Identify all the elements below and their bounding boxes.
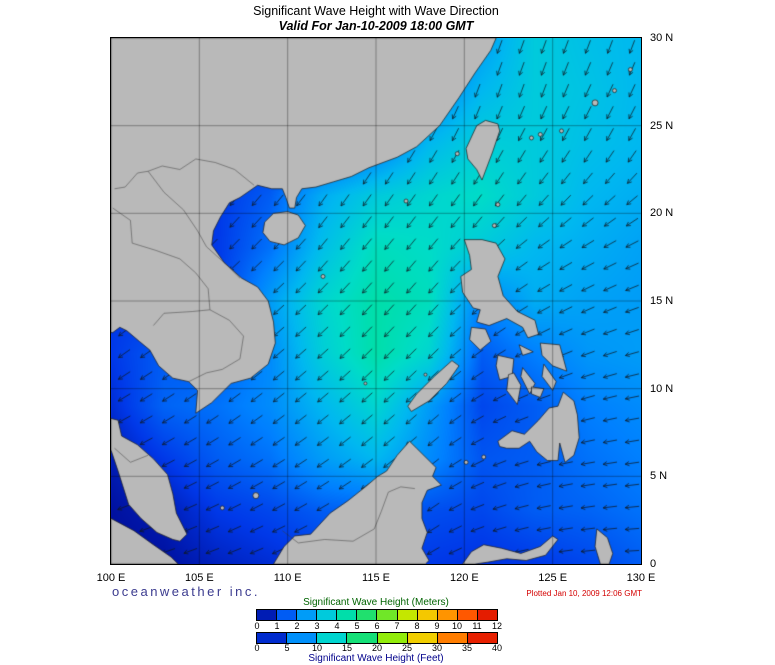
colorbar-segment [257, 610, 278, 620]
feet-tick-label: 30 [431, 643, 443, 653]
feet-tick-label: 35 [461, 643, 473, 653]
lon-tick-label: 100 E [96, 572, 126, 584]
lon-tick-label: 115 E [362, 572, 390, 584]
colorbar-segment [337, 610, 358, 620]
colorbar-segment [407, 633, 438, 643]
feet-colorbar-title: Significant Wave Height (Feet) [308, 653, 444, 664]
feet-tick-label: 10 [311, 643, 323, 653]
meters-tick-label: 11 [472, 621, 482, 631]
meters-tick-label: 2 [294, 621, 300, 631]
oceanweather-brand: oceanweather inc. [112, 584, 261, 599]
meters-tick-label: 12 [491, 621, 503, 631]
colorbar-segment [377, 610, 398, 620]
colorbar-segment [457, 610, 478, 620]
page-title: Significant Wave Height with Wave Direct… [253, 4, 499, 18]
colorbar-segment [397, 610, 418, 620]
meters-tick-label: 5 [354, 621, 360, 631]
colorbar-segment [277, 610, 298, 620]
meters-tick-label: 8 [414, 621, 420, 631]
lon-tick-label: 130 E [626, 572, 656, 584]
colorbar-segment [257, 633, 288, 643]
meters-tick-label: 0 [254, 621, 260, 631]
meters-colorbar-title: Significant Wave Height (Meters) [303, 597, 449, 608]
wave-map-canvas [110, 37, 642, 565]
lon-tick-label: 105 E [184, 572, 214, 584]
colorbar-segment [477, 610, 497, 620]
lat-tick-label: 25 N [650, 119, 674, 132]
feet-colorbar [256, 632, 498, 644]
colorbar-segment [437, 610, 458, 620]
lon-tick-label: 120 E [449, 572, 479, 584]
lon-tick-label: 125 E [538, 572, 568, 584]
feet-tick-label: 25 [401, 643, 413, 653]
meters-tick-label: 1 [274, 621, 280, 631]
colorbar-segment [467, 633, 497, 643]
meters-tick-label: 3 [314, 621, 320, 631]
lat-tick-label: 15 N [650, 295, 674, 307]
colorbar-segment [437, 633, 468, 643]
colorbar-segment [317, 610, 338, 620]
meters-tick-label: 4 [334, 621, 340, 631]
colorbar-segment [347, 633, 378, 643]
lat-tick-label: 5 N [650, 470, 668, 483]
feet-tick-label: 15 [341, 643, 353, 653]
meters-tick-label: 6 [374, 621, 380, 631]
feet-tick-label: 20 [371, 643, 383, 653]
colorbar-segment [317, 633, 348, 643]
plotted-timestamp: Plotted Jan 10, 2009 12:06 GMT [526, 589, 642, 598]
colorbar-segment [287, 633, 318, 643]
feet-colorbar-ticks: 0 5 10 15 20 25 30 35 40 [254, 643, 502, 653]
valid-time-subtitle: Valid For Jan-10-2009 18:00 GMT [278, 19, 474, 33]
lat-tick-label: 0 [650, 558, 657, 570]
feet-tick-label: 0 [254, 643, 260, 653]
lat-tick-label: 10 N [650, 382, 674, 395]
feet-tick-label: 5 [284, 643, 290, 653]
feet-tick-label: 40 [491, 643, 503, 653]
meters-tick-label: 10 [451, 621, 463, 631]
meters-colorbar [256, 609, 498, 621]
meters-tick-label: 9 [434, 621, 440, 631]
colorbar-segment [417, 610, 438, 620]
colorbar-segment [357, 610, 378, 620]
lon-tick-label: 110 E [273, 572, 302, 584]
colorbar-segment [377, 633, 408, 643]
lat-tick-label: 30 N [650, 32, 674, 44]
lat-tick-label: 20 N [650, 207, 674, 220]
meters-colorbar-ticks: 0 1 2 3 4 5 6 7 8 9 10 11 12 [254, 621, 502, 631]
meters-tick-label: 7 [394, 621, 400, 631]
colorbar-segment [297, 610, 318, 620]
